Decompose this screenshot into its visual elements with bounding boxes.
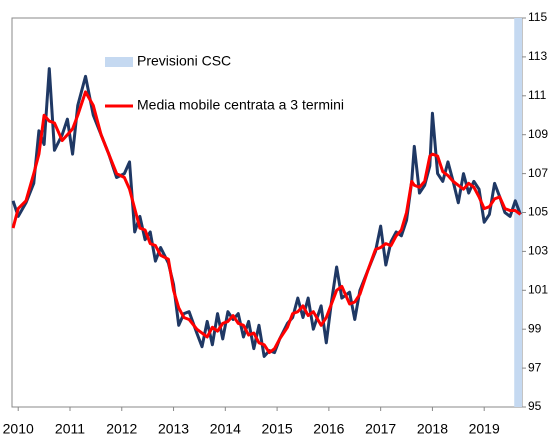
x-tick-label: 2014 bbox=[210, 421, 241, 437]
x-tick-label: 2017 bbox=[365, 421, 396, 437]
x-tick-label: 2010 bbox=[3, 421, 34, 437]
y-tick-label: 107 bbox=[528, 166, 548, 180]
legend-swatch bbox=[105, 57, 133, 67]
y-tick-label: 109 bbox=[528, 127, 548, 141]
y-tick-label: 105 bbox=[528, 205, 548, 219]
y-tick-label: 99 bbox=[528, 321, 542, 335]
legend-label: Previsioni CSC bbox=[137, 53, 231, 69]
x-tick-label: 2019 bbox=[469, 421, 500, 437]
x-tick-label: 2011 bbox=[55, 421, 85, 437]
y-tick-label: 101 bbox=[528, 282, 548, 296]
plot-area bbox=[11, 17, 523, 408]
legend-label: Media mobile centrata a 3 termini bbox=[137, 97, 344, 113]
y-tick-label: 103 bbox=[528, 244, 548, 258]
y-tick-label: 115 bbox=[528, 10, 547, 24]
y-tick-label: 113 bbox=[528, 49, 547, 63]
series-line bbox=[11, 90, 522, 355]
y-tick-label: 111 bbox=[528, 88, 547, 102]
y-tick-label: 95 bbox=[528, 399, 542, 413]
x-tick-label: 2015 bbox=[262, 421, 293, 437]
y-tick-label: 97 bbox=[528, 360, 542, 374]
x-tick-label: 2016 bbox=[313, 421, 344, 437]
x-tick-label: 2018 bbox=[417, 421, 448, 437]
x-tick-label: 2013 bbox=[158, 421, 189, 437]
x-tick-label: 2012 bbox=[106, 421, 137, 437]
